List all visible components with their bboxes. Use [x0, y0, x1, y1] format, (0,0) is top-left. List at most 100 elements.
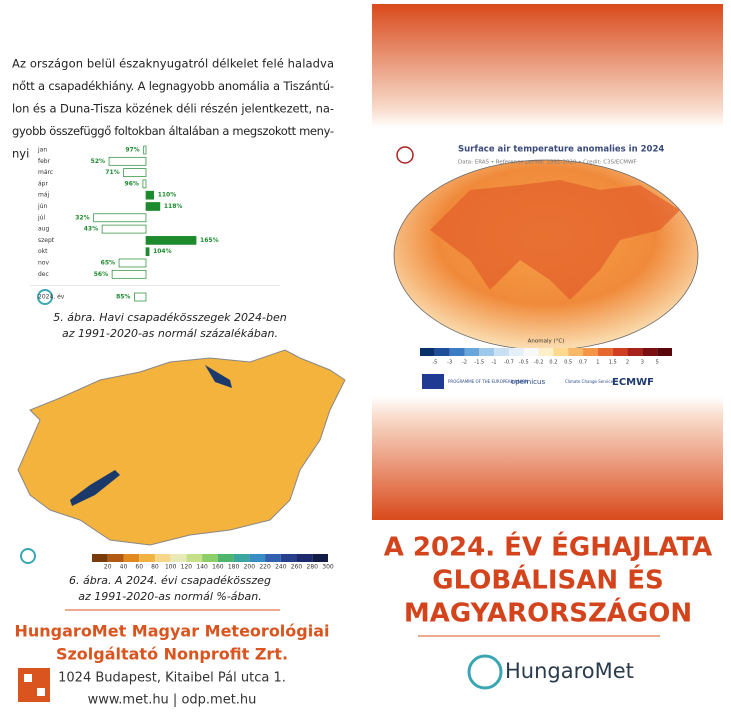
partner-logo: ECMWF: [612, 377, 654, 388]
colorbar-segment: [449, 348, 465, 356]
value-label: 110%: [158, 192, 177, 199]
value-label: 32%: [75, 214, 89, 221]
paragraph-line: nyis: [12, 147, 35, 161]
partner-logo: opernicus: [511, 378, 545, 386]
y-label: szept: [38, 237, 55, 244]
colorbar-segment: [657, 348, 672, 356]
value-label: 97%: [125, 147, 139, 154]
bar: [143, 145, 147, 155]
colorbar-segment: [217, 554, 234, 562]
colorbar-label: -3: [447, 360, 452, 366]
colorbar-label: 100: [165, 564, 177, 571]
colorbar-segment: [627, 348, 643, 356]
logo-icon: [396, 146, 414, 164]
bar: [134, 292, 147, 302]
colorbar-title: Anomaly (°C): [528, 339, 565, 345]
value-label: 104%: [153, 248, 172, 255]
value-label: 52%: [91, 158, 105, 165]
cover-title: MAGYARORSZÁGON: [404, 597, 692, 629]
y-label: jún: [37, 203, 47, 210]
colorbar-label: 40: [120, 564, 128, 571]
colorbar-label: 200: [244, 564, 256, 571]
map-subtitle: Data: ERA5 • Reference period: 1991-2020…: [458, 160, 637, 166]
colorbar-segment: [312, 554, 328, 562]
colorbar-label: 0.5: [564, 360, 572, 366]
colorbar-segment: [508, 348, 524, 356]
bar: [145, 236, 197, 245]
bar: [145, 247, 150, 257]
address: 1024 Budapest, Kitaibel Pál utca 1.: [58, 671, 286, 686]
y-label: aug: [38, 226, 49, 233]
value-label: 71%: [105, 169, 119, 176]
y-label: nov: [38, 260, 49, 267]
value-label: 56%: [94, 271, 108, 278]
colorbar-segment: [202, 554, 218, 562]
qr-code: [37, 688, 45, 696]
colorbar-segment: [568, 348, 584, 356]
value-label: 65%: [101, 260, 115, 267]
colorbar-label: 0.7: [579, 360, 587, 366]
colorbar-segment: [154, 554, 171, 562]
colorbar-segment: [434, 348, 450, 356]
map-title: Surface air temperature anomalies in 202…: [458, 145, 664, 155]
y-label: júl: [37, 214, 45, 221]
colorbar-label: -1: [492, 360, 497, 366]
colorbar-segment: [583, 348, 598, 356]
colorbar-segment: [523, 348, 539, 356]
website: www.met.hu | odp.met.hu: [88, 693, 257, 708]
colorbar-label: 140: [196, 564, 208, 571]
colorbar-segment: [107, 554, 124, 562]
chart-background: [30, 140, 280, 285]
logo-icon: [20, 548, 36, 564]
partner-logo: PROGRAMME OF THE EUROPEAN UNION: [448, 379, 528, 384]
paragraph-line: nőtt a csapadékhiány. A legnagyobb anomá…: [12, 79, 334, 93]
org-name: HungaroMet Magyar Meteorológiai: [15, 622, 330, 641]
colorbar-segment: [139, 554, 155, 562]
colorbar-segment: [123, 554, 140, 562]
colorbar-segment: [296, 554, 313, 562]
colorbar-label: 0.2: [549, 360, 557, 366]
colorbar-segment: [464, 348, 480, 356]
colorbar-label: 260: [291, 564, 303, 571]
lake: [205, 365, 232, 388]
colorbar-label: 280: [307, 564, 319, 571]
colorbar-label: 80: [151, 564, 159, 571]
value-label: 118%: [164, 203, 183, 210]
colorbar-segment: [280, 554, 297, 562]
bar: [101, 224, 147, 234]
colorbar-segment: [479, 348, 495, 356]
bar: [93, 213, 147, 223]
eu-flag: [422, 374, 444, 389]
value-label: 43%: [84, 226, 98, 233]
colorbar-label: 1: [596, 360, 599, 366]
y-label: dec: [38, 271, 49, 278]
colorbar-label: 60: [135, 564, 143, 571]
y-label: okt: [38, 248, 48, 255]
colorbar-label: 160: [212, 564, 224, 571]
logo-icon: [467, 654, 503, 690]
value-label: 165%: [200, 237, 219, 244]
caption: 5. ábra. Havi csapadékösszegek 2024-ben: [53, 311, 286, 324]
colorbar-label: 220: [259, 564, 271, 571]
org-name: Szolgáltató Nonprofit Zrt.: [56, 645, 288, 664]
qr-code: [18, 668, 50, 702]
colorbar-segment: [265, 554, 281, 562]
colorbar-label: 180: [228, 564, 240, 571]
colorbar-segment: [553, 348, 569, 356]
lake: [70, 470, 120, 506]
colorbar-label: -1.5: [474, 360, 484, 366]
colorbar-label: 120: [181, 564, 193, 571]
caption: az 1991-2020-as normál százalékában.: [62, 327, 278, 340]
colorbar-label: -2: [462, 360, 467, 366]
colorbar-label: 300: [322, 564, 334, 571]
colorbar-label: 5: [656, 360, 659, 366]
y-label: ápr: [38, 180, 48, 187]
continents: [430, 180, 680, 300]
colorbar-segment: [186, 554, 203, 562]
y-label: febr: [38, 158, 51, 165]
value-label: 85%: [116, 294, 130, 301]
paragraph-line: Az országon belül északnyugatról délkele…: [12, 57, 334, 71]
y-label: márc: [38, 169, 53, 176]
caption: 6. ábra. A 2024. évi csapadékösszeg: [69, 574, 271, 587]
